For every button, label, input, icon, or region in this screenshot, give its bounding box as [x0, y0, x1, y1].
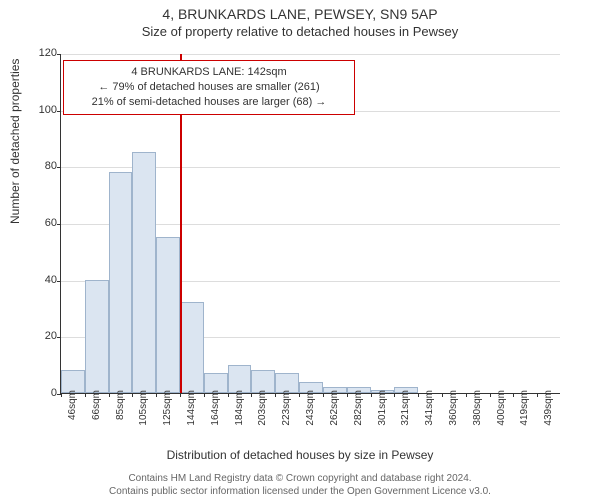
title-main: 4, BRUNKARDS LANE, PEWSEY, SN9 5AP: [0, 6, 600, 22]
x-tick-mark: [109, 393, 110, 397]
x-tick-mark: [251, 393, 252, 397]
histogram-bar: [228, 365, 252, 393]
x-tick-mark: [466, 393, 467, 397]
x-tick-mark: [442, 393, 443, 397]
x-tick-label: 66sqm: [91, 390, 102, 440]
info-line-3: 21% of semi-detached houses are larger (…: [70, 95, 348, 110]
x-tick-label: 282sqm: [353, 390, 364, 440]
x-tick-label: 360sqm: [448, 390, 459, 440]
y-tick-mark: [57, 224, 61, 225]
x-tick-label: 243sqm: [305, 390, 316, 440]
x-tick-label: 105sqm: [138, 390, 149, 440]
x-tick-label: 125sqm: [162, 390, 173, 440]
x-tick-label: 341sqm: [424, 390, 435, 440]
info-box: 4 BRUNKARDS LANE: 142sqm ← 79% of detach…: [63, 60, 355, 115]
x-tick-label: 262sqm: [329, 390, 340, 440]
x-tick-mark: [299, 393, 300, 397]
x-tick-label: 203sqm: [257, 390, 268, 440]
x-tick-mark: [371, 393, 372, 397]
y-tick-label: 120: [29, 47, 57, 59]
title-sub: Size of property relative to detached ho…: [0, 24, 600, 39]
y-tick-label: 20: [29, 330, 57, 342]
x-tick-label: 439sqm: [543, 390, 554, 440]
x-tick-mark: [513, 393, 514, 397]
x-tick-label: 85sqm: [115, 390, 126, 440]
y-axis-label: Number of detached properties: [8, 59, 22, 224]
y-tick-mark: [57, 54, 61, 55]
x-tick-label: 223sqm: [281, 390, 292, 440]
y-tick-label: 100: [29, 104, 57, 116]
x-tick-label: 400sqm: [496, 390, 507, 440]
x-tick-mark: [347, 393, 348, 397]
x-tick-mark: [132, 393, 133, 397]
y-tick-label: 80: [29, 160, 57, 172]
histogram-bar: [109, 172, 133, 393]
copyright-line-1: Contains HM Land Registry data © Crown c…: [0, 472, 600, 485]
histogram-bar: [132, 152, 156, 393]
gridline: [61, 54, 560, 55]
x-tick-label: 184sqm: [234, 390, 245, 440]
x-tick-mark: [490, 393, 491, 397]
x-tick-label: 380sqm: [472, 390, 483, 440]
x-tick-label: 301sqm: [377, 390, 388, 440]
y-tick-label: 60: [29, 217, 57, 229]
copyright: Contains HM Land Registry data © Crown c…: [0, 472, 600, 498]
x-tick-label: 419sqm: [519, 390, 530, 440]
x-tick-mark: [394, 393, 395, 397]
y-tick-label: 40: [29, 274, 57, 286]
info-line-2: ← 79% of detached houses are smaller (26…: [70, 80, 348, 95]
x-tick-mark: [537, 393, 538, 397]
x-tick-mark: [156, 393, 157, 397]
x-tick-mark: [418, 393, 419, 397]
x-tick-mark: [323, 393, 324, 397]
x-tick-mark: [228, 393, 229, 397]
x-tick-mark: [85, 393, 86, 397]
x-axis-label: Distribution of detached houses by size …: [0, 448, 600, 462]
x-tick-label: 46sqm: [67, 390, 78, 440]
chart-container: 4, BRUNKARDS LANE, PEWSEY, SN9 5AP Size …: [0, 0, 600, 500]
copyright-line-2: Contains public sector information licen…: [0, 485, 600, 498]
histogram-bar: [156, 237, 180, 393]
histogram-bar: [180, 302, 204, 393]
info-line-1: 4 BRUNKARDS LANE: 142sqm: [70, 65, 348, 80]
x-tick-mark: [204, 393, 205, 397]
x-tick-mark: [61, 393, 62, 397]
x-tick-mark: [180, 393, 181, 397]
x-tick-label: 164sqm: [210, 390, 221, 440]
histogram-bar: [85, 280, 109, 393]
y-tick-label: 0: [29, 387, 57, 399]
y-tick-mark: [57, 337, 61, 338]
x-tick-label: 144sqm: [186, 390, 197, 440]
y-tick-mark: [57, 111, 61, 112]
y-tick-mark: [57, 281, 61, 282]
x-tick-mark: [275, 393, 276, 397]
plot-area: 02040608010012046sqm66sqm85sqm105sqm125s…: [60, 54, 560, 394]
y-tick-mark: [57, 167, 61, 168]
x-tick-label: 321sqm: [400, 390, 411, 440]
